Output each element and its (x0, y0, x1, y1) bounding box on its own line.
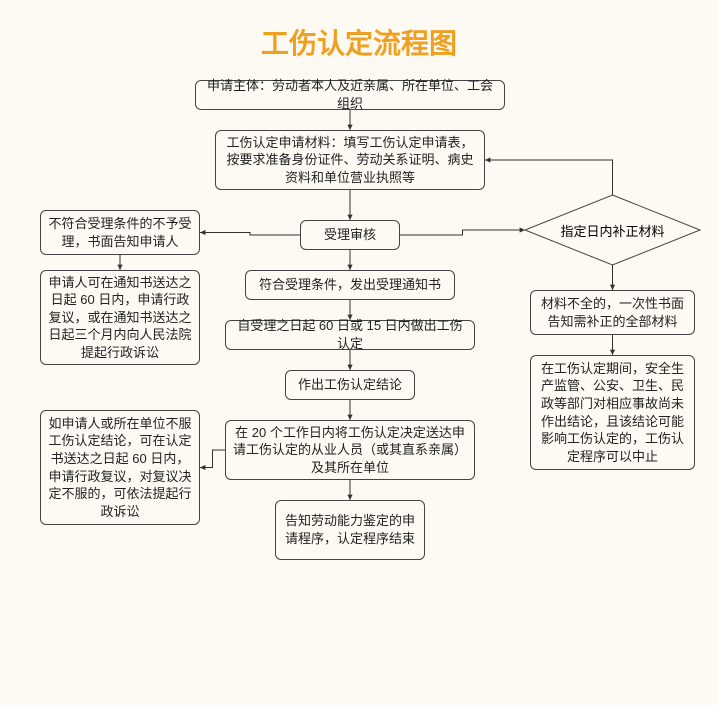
flow-node: 自受理之日起 60 日或 15 日内做出工伤认定 (225, 320, 475, 350)
flow-node: 告知劳动能力鉴定的申请程序，认定程序结束 (275, 500, 425, 560)
flow-node: 材料不全的，一次性书面告知需补正的全部材料 (530, 290, 695, 335)
flowchart-canvas: 工伤认定流程图 申请主体：劳动者本人及近亲属、所在单位、工会组织工伤认定申请材料… (0, 0, 718, 705)
flow-node: 工伤认定申请材料：填写工伤认定申请表，按要求准备身份证件、劳动关系证明、病史资料… (215, 130, 485, 190)
flow-node: 申请主体：劳动者本人及近亲属、所在单位、工会组织 (195, 80, 505, 110)
flow-node: 作出工伤认定结论 (285, 370, 415, 400)
flow-node: 符合受理条件，发出受理通知书 (245, 270, 455, 300)
flow-node: 不符合受理条件的不予受理，书面告知申请人 (40, 210, 200, 255)
flow-node: 申请人可在通知书送达之日起 60 日内，申请行政复议，或在通知书送达之日起三个月… (40, 270, 200, 365)
flow-node: 受理审核 (300, 220, 400, 250)
flow-node: 如申请人或所在单位不服工伤认定结论，可在认定书送达之日起 60 日内，申请行政复… (40, 410, 200, 525)
flow-node-label: 指定日内补正材料 (525, 195, 700, 265)
flow-node: 在工伤认定期间，安全生产监管、公安、卫生、民政等部门对相应事故尚未作出结论，且该… (530, 355, 695, 470)
flow-node: 在 20 个工作日内将工伤认定决定送达申请工伤认定的从业人员（或其直系亲属）及其… (225, 420, 475, 480)
